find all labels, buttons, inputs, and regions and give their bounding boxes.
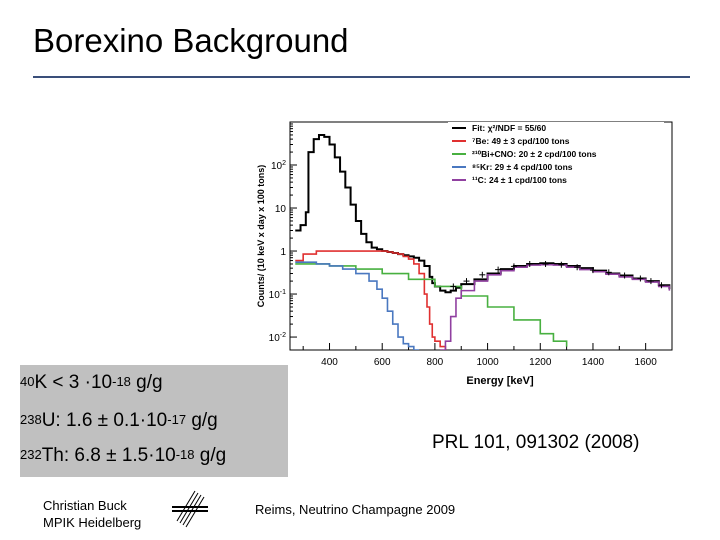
limit-th232-isotope: 232 <box>20 447 42 462</box>
x-tick-label: 1600 <box>635 357 658 368</box>
y-axis-label: Counts/ (10 keV x day x 100 tons) <box>256 165 266 308</box>
x-axis-label: Energy [keV] <box>466 375 534 387</box>
footer-author: Christian Buck MPIK Heidelberg <box>43 497 141 531</box>
limit-k40-isotope: 40 <box>20 374 35 389</box>
y-tick-label: 102 <box>271 160 286 172</box>
plot-area: 400 600 800 1000 1200 1400 1600 10-2 10-1 1 10 102 E… <box>256 121 673 387</box>
y-tick-label: 1 <box>280 247 286 258</box>
footer-author-institute: MPIK Heidelberg <box>43 515 142 530</box>
legend-box <box>448 122 664 192</box>
slide-title: Borexino Background <box>33 22 349 59</box>
limit-u238-exponent: -17 <box>167 412 187 427</box>
legend-label-c11: ¹¹C: 24 ± 1 cpd/100 tons <box>472 175 567 185</box>
limit-u238-unit: g/g <box>186 410 218 431</box>
limit-th232-unit: g/g <box>194 445 227 466</box>
limit-k40-unit: g/g <box>130 372 163 393</box>
series-be7 <box>295 250 447 350</box>
limit-k40-exponent: -18 <box>112 374 131 389</box>
legend-label-bi_cno: ²¹⁰Bi+CNO: 20 ± 2 cpd/100 tons <box>472 149 597 159</box>
x-tick-label: 1000 <box>476 357 499 368</box>
x-tick-label: 1200 <box>529 357 552 368</box>
y-tick-label: 10 <box>275 204 287 215</box>
limit-th232-exponent: -18 <box>175 447 195 462</box>
legend-label-kr85: ⁸⁵Kr: 29 ± 4 cpd/100 tons <box>472 162 573 172</box>
limit-u238-value: U: 1.6 ± 0.1·10 <box>41 410 168 431</box>
mpik-logo-icon <box>172 490 208 528</box>
title-underline <box>33 76 690 78</box>
limit-u238: 238U: 1.6 ± 0.1·10-17 g/g <box>20 410 218 432</box>
limit-th232: 232Th: 6.8 ± 1.5·10-18 g/g <box>20 445 226 467</box>
series-c11 <box>440 263 671 350</box>
x-tick-label: 800 <box>427 357 444 368</box>
y-tick-label: 10-2 <box>269 332 286 344</box>
footer-author-name: Christian Buck <box>43 498 127 513</box>
x-tick-label: 1400 <box>582 357 605 368</box>
limit-u238-isotope: 238 <box>20 412 42 427</box>
limit-th232-value: Th: 6.8 ± 1.5·10 <box>41 445 176 466</box>
limit-k40-value: K < 3 ·10 <box>34 372 113 393</box>
legend-label-be7: ⁷Be: 49 ± 3 cpd/100 tons <box>472 136 570 146</box>
limits-box <box>20 365 288 477</box>
x-tick-label: 600 <box>374 357 391 368</box>
reference-citation: PRL 101, 091302 (2008) <box>432 432 640 453</box>
y-tick-label: 10-1 <box>269 289 286 301</box>
limit-k40: 40K < 3 ·10-18 g/g <box>20 372 163 394</box>
x-tick-label: 400 <box>321 357 338 368</box>
legend-label-fit: Fit: χ²/NDF = 55/60 <box>472 123 546 133</box>
series-kr85 <box>295 261 420 350</box>
footer-conference: Reims, Neutrino Champagne 2009 <box>255 502 456 517</box>
series-bi_cno <box>295 263 568 347</box>
